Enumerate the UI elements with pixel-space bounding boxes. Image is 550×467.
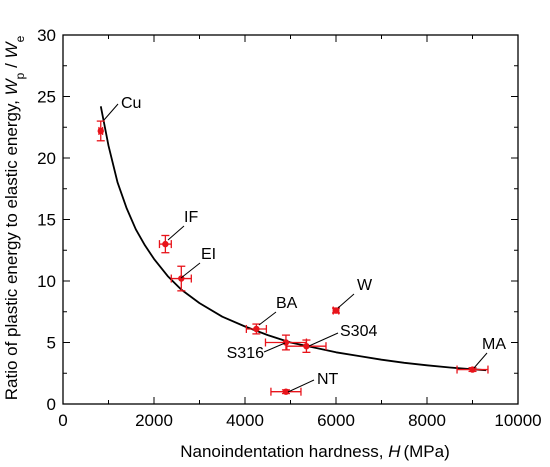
y-tick-label: 15 — [37, 211, 56, 230]
label-leader-line — [180, 262, 201, 279]
data-point-ei — [170, 265, 192, 292]
label-leader-line — [473, 352, 488, 369]
label-leader-line — [167, 225, 185, 241]
y-tick-label: 30 — [37, 26, 56, 45]
x-tick-label: 6000 — [317, 411, 355, 430]
label-leader-line — [287, 379, 315, 393]
data-point-s316 — [264, 334, 308, 351]
x-tick-label: 4000 — [226, 411, 264, 430]
label-leader-line — [103, 103, 119, 121]
y-tick-label: 20 — [37, 149, 56, 168]
y-tick-label: 0 — [47, 395, 56, 414]
label-leader-line — [258, 311, 277, 326]
x-axis-title: Nanoindentation hardness, H (MPa) — [180, 442, 450, 461]
x-tick-label: 10000 — [494, 411, 541, 430]
data-point-marker — [162, 240, 169, 248]
point-label-ma: MA — [482, 336, 506, 353]
y-tick-label: 25 — [37, 88, 56, 107]
y-tick-label: 5 — [47, 334, 56, 353]
data-point-marker — [253, 325, 260, 333]
data-point-s304 — [286, 339, 327, 353]
y-axis-ticks: 0 5 10 15 20 25 30 — [37, 26, 518, 414]
y-axis-title: Ratio of plastic energy to elastic energ… — [2, 35, 27, 400]
data-point-if — [158, 234, 172, 254]
data-point-marker — [332, 307, 340, 314]
point-label-ei: EI — [201, 246, 216, 263]
y-tick-label: 10 — [37, 272, 56, 291]
point-label-s304: S304 — [340, 323, 377, 340]
point-label-if: IF — [184, 209, 198, 226]
point-label-ba: BA — [276, 295, 298, 312]
data-point-marker — [303, 342, 310, 350]
x-tick-label: 8000 — [408, 411, 446, 430]
data-point-marker — [282, 339, 290, 346]
point-label-nt: NT — [317, 371, 339, 388]
fit-curve-layer — [99, 106, 487, 372]
label-leader-line — [308, 332, 339, 347]
point-label-s316: S316 — [227, 345, 264, 362]
point-labels-layer: Cu IF EI BA W S316 S304 NT MA — [103, 95, 506, 393]
data-point-marker — [97, 127, 104, 135]
label-leader-line — [263, 342, 286, 353]
x-tick-label: 2000 — [135, 411, 173, 430]
label-leader-line — [337, 293, 355, 309]
x-tick-label: 0 — [58, 411, 67, 430]
data-point-nt — [270, 387, 302, 396]
data-point-ma — [456, 365, 489, 374]
data-point-ba — [245, 323, 268, 335]
fit-curve — [99, 106, 487, 372]
data-points-layer — [96, 120, 489, 396]
point-label-w: W — [357, 277, 373, 294]
data-point-cu — [96, 120, 105, 142]
data-point-marker — [282, 388, 290, 395]
point-label-cu: Cu — [121, 95, 141, 112]
x-axis-ticks: 0 2000 4000 6000 8000 10000 — [58, 35, 542, 430]
